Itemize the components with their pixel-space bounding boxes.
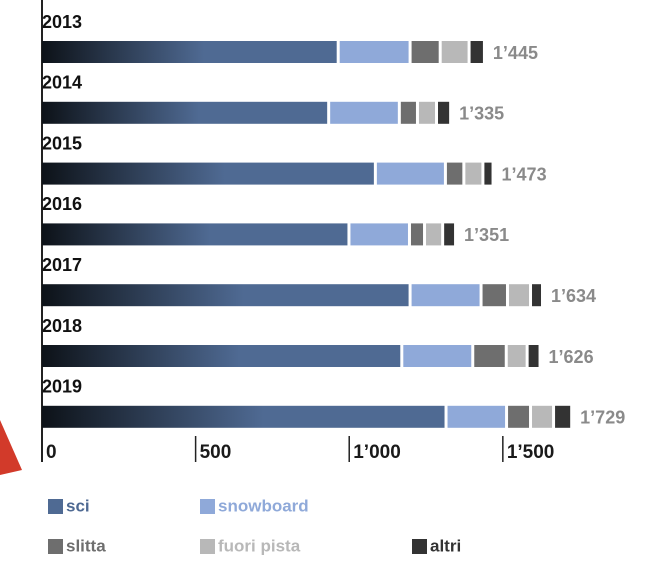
legend-swatch xyxy=(412,539,427,554)
bar-segment xyxy=(410,223,424,246)
bar-segment xyxy=(400,101,416,124)
legend-label: altri xyxy=(430,536,461,555)
bar-segment xyxy=(411,284,480,307)
total-label: 1’473 xyxy=(502,164,547,184)
category-label: 2016 xyxy=(42,194,82,214)
bar-segment xyxy=(438,101,450,124)
total-label: 1’445 xyxy=(493,43,538,63)
bar-segment xyxy=(42,162,374,185)
x-tick-label: 500 xyxy=(200,442,232,463)
bar-segment xyxy=(42,41,337,63)
bar-segment xyxy=(376,162,444,185)
bar-segment xyxy=(532,284,542,307)
x-tick-label: 0 xyxy=(46,442,57,463)
category-label: 2018 xyxy=(42,316,82,336)
total-label: 1’626 xyxy=(549,347,594,367)
legend-label: slitta xyxy=(66,536,106,555)
bar-segment xyxy=(444,223,455,246)
category-label: 2015 xyxy=(42,133,82,153)
total-label: 1’729 xyxy=(580,408,625,428)
legend-swatch xyxy=(48,499,63,514)
bar-segment xyxy=(484,162,492,185)
decoration xyxy=(0,420,22,475)
bar-segment xyxy=(508,405,530,428)
legend-label: snowboard xyxy=(218,496,309,515)
bar-segment xyxy=(532,405,553,428)
total-label: 1’335 xyxy=(459,104,504,124)
legend-swatch xyxy=(48,539,63,554)
bar-segment xyxy=(42,405,445,428)
legend-swatch xyxy=(200,539,215,554)
bar-segment xyxy=(474,345,505,367)
x-tick-label: 1’000 xyxy=(353,442,401,463)
category-label: 2014 xyxy=(42,73,82,93)
bar-segment xyxy=(555,405,571,428)
bar-segment xyxy=(418,101,436,124)
bar-segment xyxy=(42,101,328,124)
bar-segment xyxy=(42,223,348,246)
category-label: 2019 xyxy=(42,377,82,397)
bar-segment xyxy=(470,41,483,63)
bar-segment xyxy=(507,345,526,367)
bar-segment xyxy=(42,345,401,367)
bar-segment xyxy=(446,162,463,185)
legend-label: fuori pista xyxy=(218,536,301,555)
total-label: 1’351 xyxy=(464,225,509,245)
bar-segment xyxy=(465,162,482,185)
bar-segment xyxy=(403,345,472,367)
bar-segment xyxy=(330,101,398,124)
bar-segment xyxy=(411,41,439,63)
bar-segment xyxy=(426,223,442,246)
legend-swatch xyxy=(200,499,215,514)
bar-segment xyxy=(42,284,409,307)
bar-segment xyxy=(441,41,468,63)
bar-segment xyxy=(528,345,539,367)
legend-label: sci xyxy=(66,496,90,515)
bar-segment xyxy=(339,41,409,63)
bar-segment xyxy=(482,284,506,307)
category-label: 2013 xyxy=(42,12,82,32)
x-tick-label: 1’500 xyxy=(507,442,555,463)
bar-segment xyxy=(508,284,530,307)
bar-segment xyxy=(350,223,408,246)
bar-segment xyxy=(447,405,506,428)
total-label: 1’634 xyxy=(551,286,596,306)
category-label: 2017 xyxy=(42,255,82,275)
